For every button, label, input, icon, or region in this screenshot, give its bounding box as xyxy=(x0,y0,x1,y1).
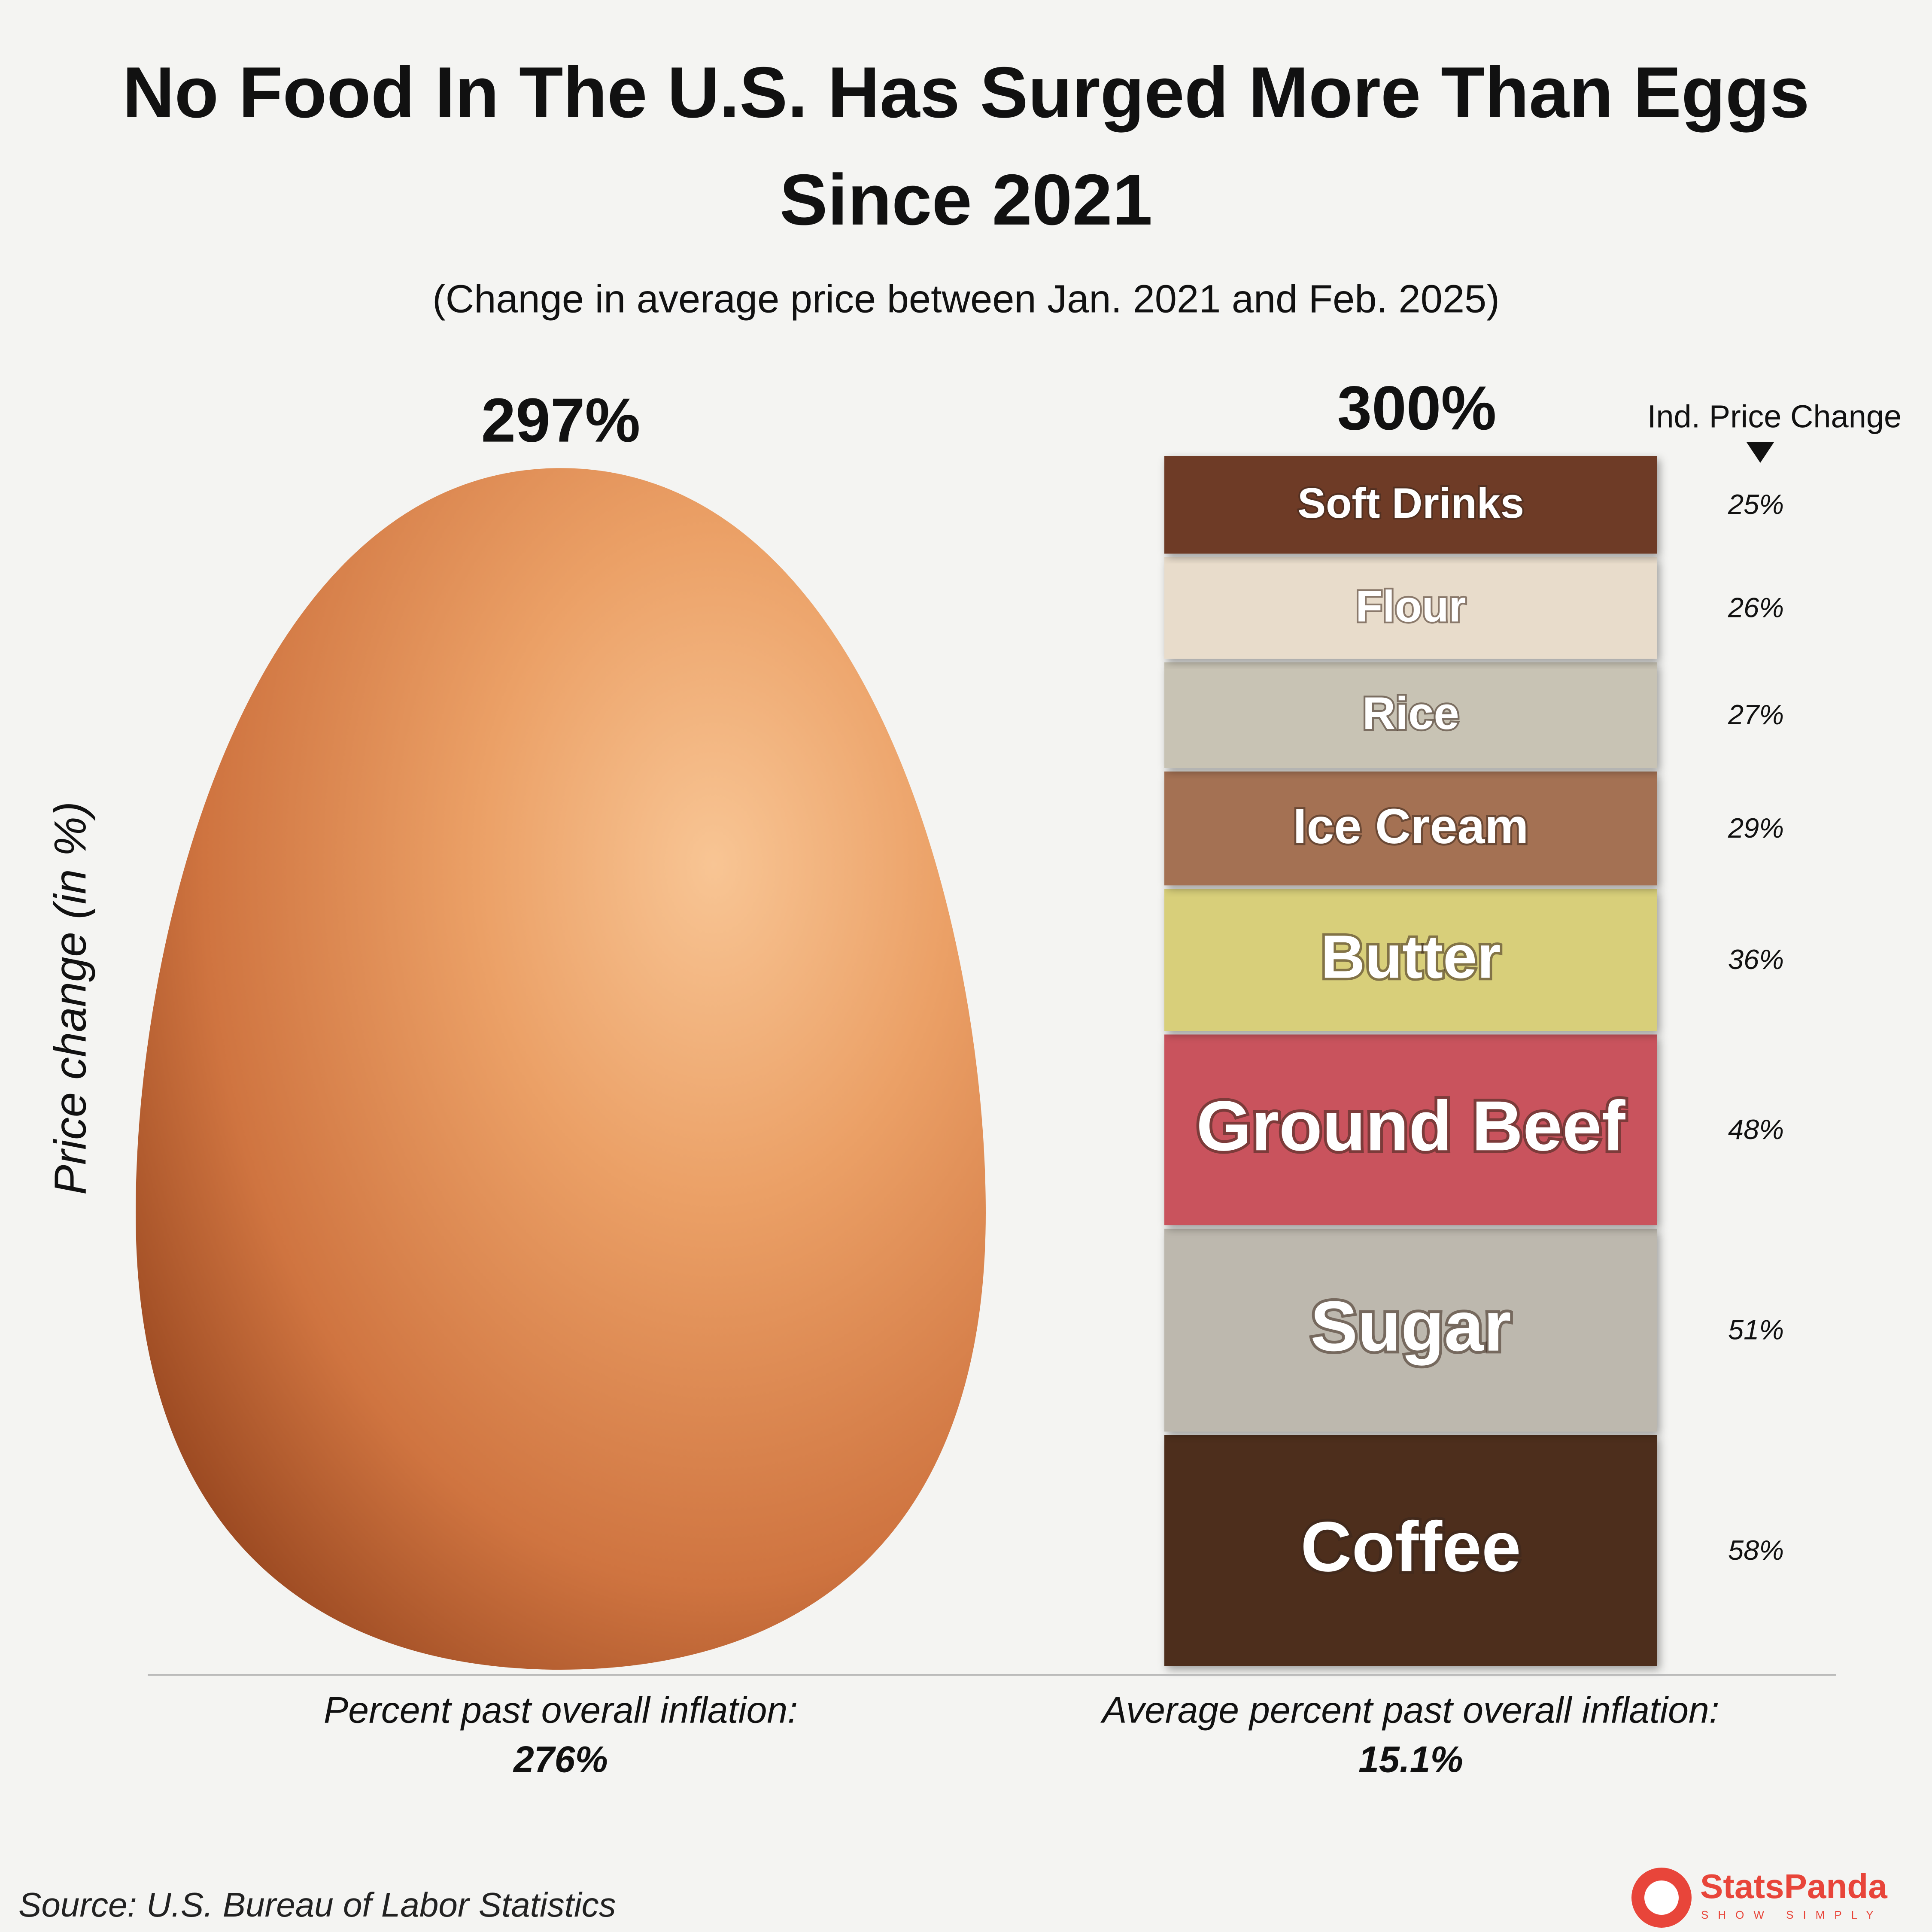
note-value: 15.1% xyxy=(1358,1739,1463,1780)
stack-segment xyxy=(1164,1435,1657,1666)
segment-label: Rice xyxy=(1362,687,1459,739)
value-label: 48% xyxy=(1728,1114,1784,1145)
logo: StatsPanda SHOW SIMPLY xyxy=(1631,1867,1887,1928)
segment-label: Ice Cream xyxy=(1293,799,1529,854)
value-label: 25% xyxy=(1728,489,1784,520)
segment-label: Ground Beef xyxy=(1196,1086,1625,1165)
segment-label: Butter xyxy=(1321,923,1501,991)
logo-name: StatsPanda xyxy=(1700,1867,1887,1905)
source: Source: U.S. Bureau of Labor Statistics xyxy=(18,1886,616,1924)
value-label: 36% xyxy=(1728,944,1784,975)
stack-total-label: 300% xyxy=(1337,373,1497,443)
stack-segment xyxy=(1164,889,1657,1031)
segment-label: Sugar xyxy=(1310,1287,1511,1366)
note-value: 276% xyxy=(513,1739,608,1780)
value-label: 58% xyxy=(1728,1534,1784,1566)
stack-segment xyxy=(1164,662,1657,769)
chart-title: No Food In The U.S. Has Surged More Than… xyxy=(122,52,1810,240)
logo-tagline: SHOW SIMPLY xyxy=(1701,1908,1883,1921)
value-label: 51% xyxy=(1728,1314,1784,1345)
value-label: 26% xyxy=(1728,592,1784,623)
segment-label: Flour xyxy=(1355,581,1466,631)
stack-segment xyxy=(1164,772,1657,886)
stack-segment xyxy=(1164,1228,1657,1432)
chart-subtitle: (Change in average price between Jan. 20… xyxy=(432,277,1500,321)
logo-icon xyxy=(1644,1880,1679,1915)
value-label: 27% xyxy=(1728,699,1784,730)
note-label: Percent past overall inflation: xyxy=(324,1690,798,1731)
stack-segment xyxy=(1164,456,1657,554)
value-label: 297% xyxy=(481,386,641,455)
segment-label: Coffee xyxy=(1300,1507,1521,1586)
stack-segment xyxy=(1164,1034,1657,1225)
note-label: Average percent past overall inflation: xyxy=(1100,1690,1719,1731)
column-header: Ind. Price Change xyxy=(1647,399,1902,434)
header-arrow xyxy=(1747,442,1774,463)
value-label: 29% xyxy=(1728,812,1784,844)
stack-segment xyxy=(1164,557,1657,659)
segment-label: Soft Drinks xyxy=(1297,479,1524,527)
egg-bar xyxy=(136,468,986,1670)
y-axis-label: Price change (in %) xyxy=(46,802,96,1195)
